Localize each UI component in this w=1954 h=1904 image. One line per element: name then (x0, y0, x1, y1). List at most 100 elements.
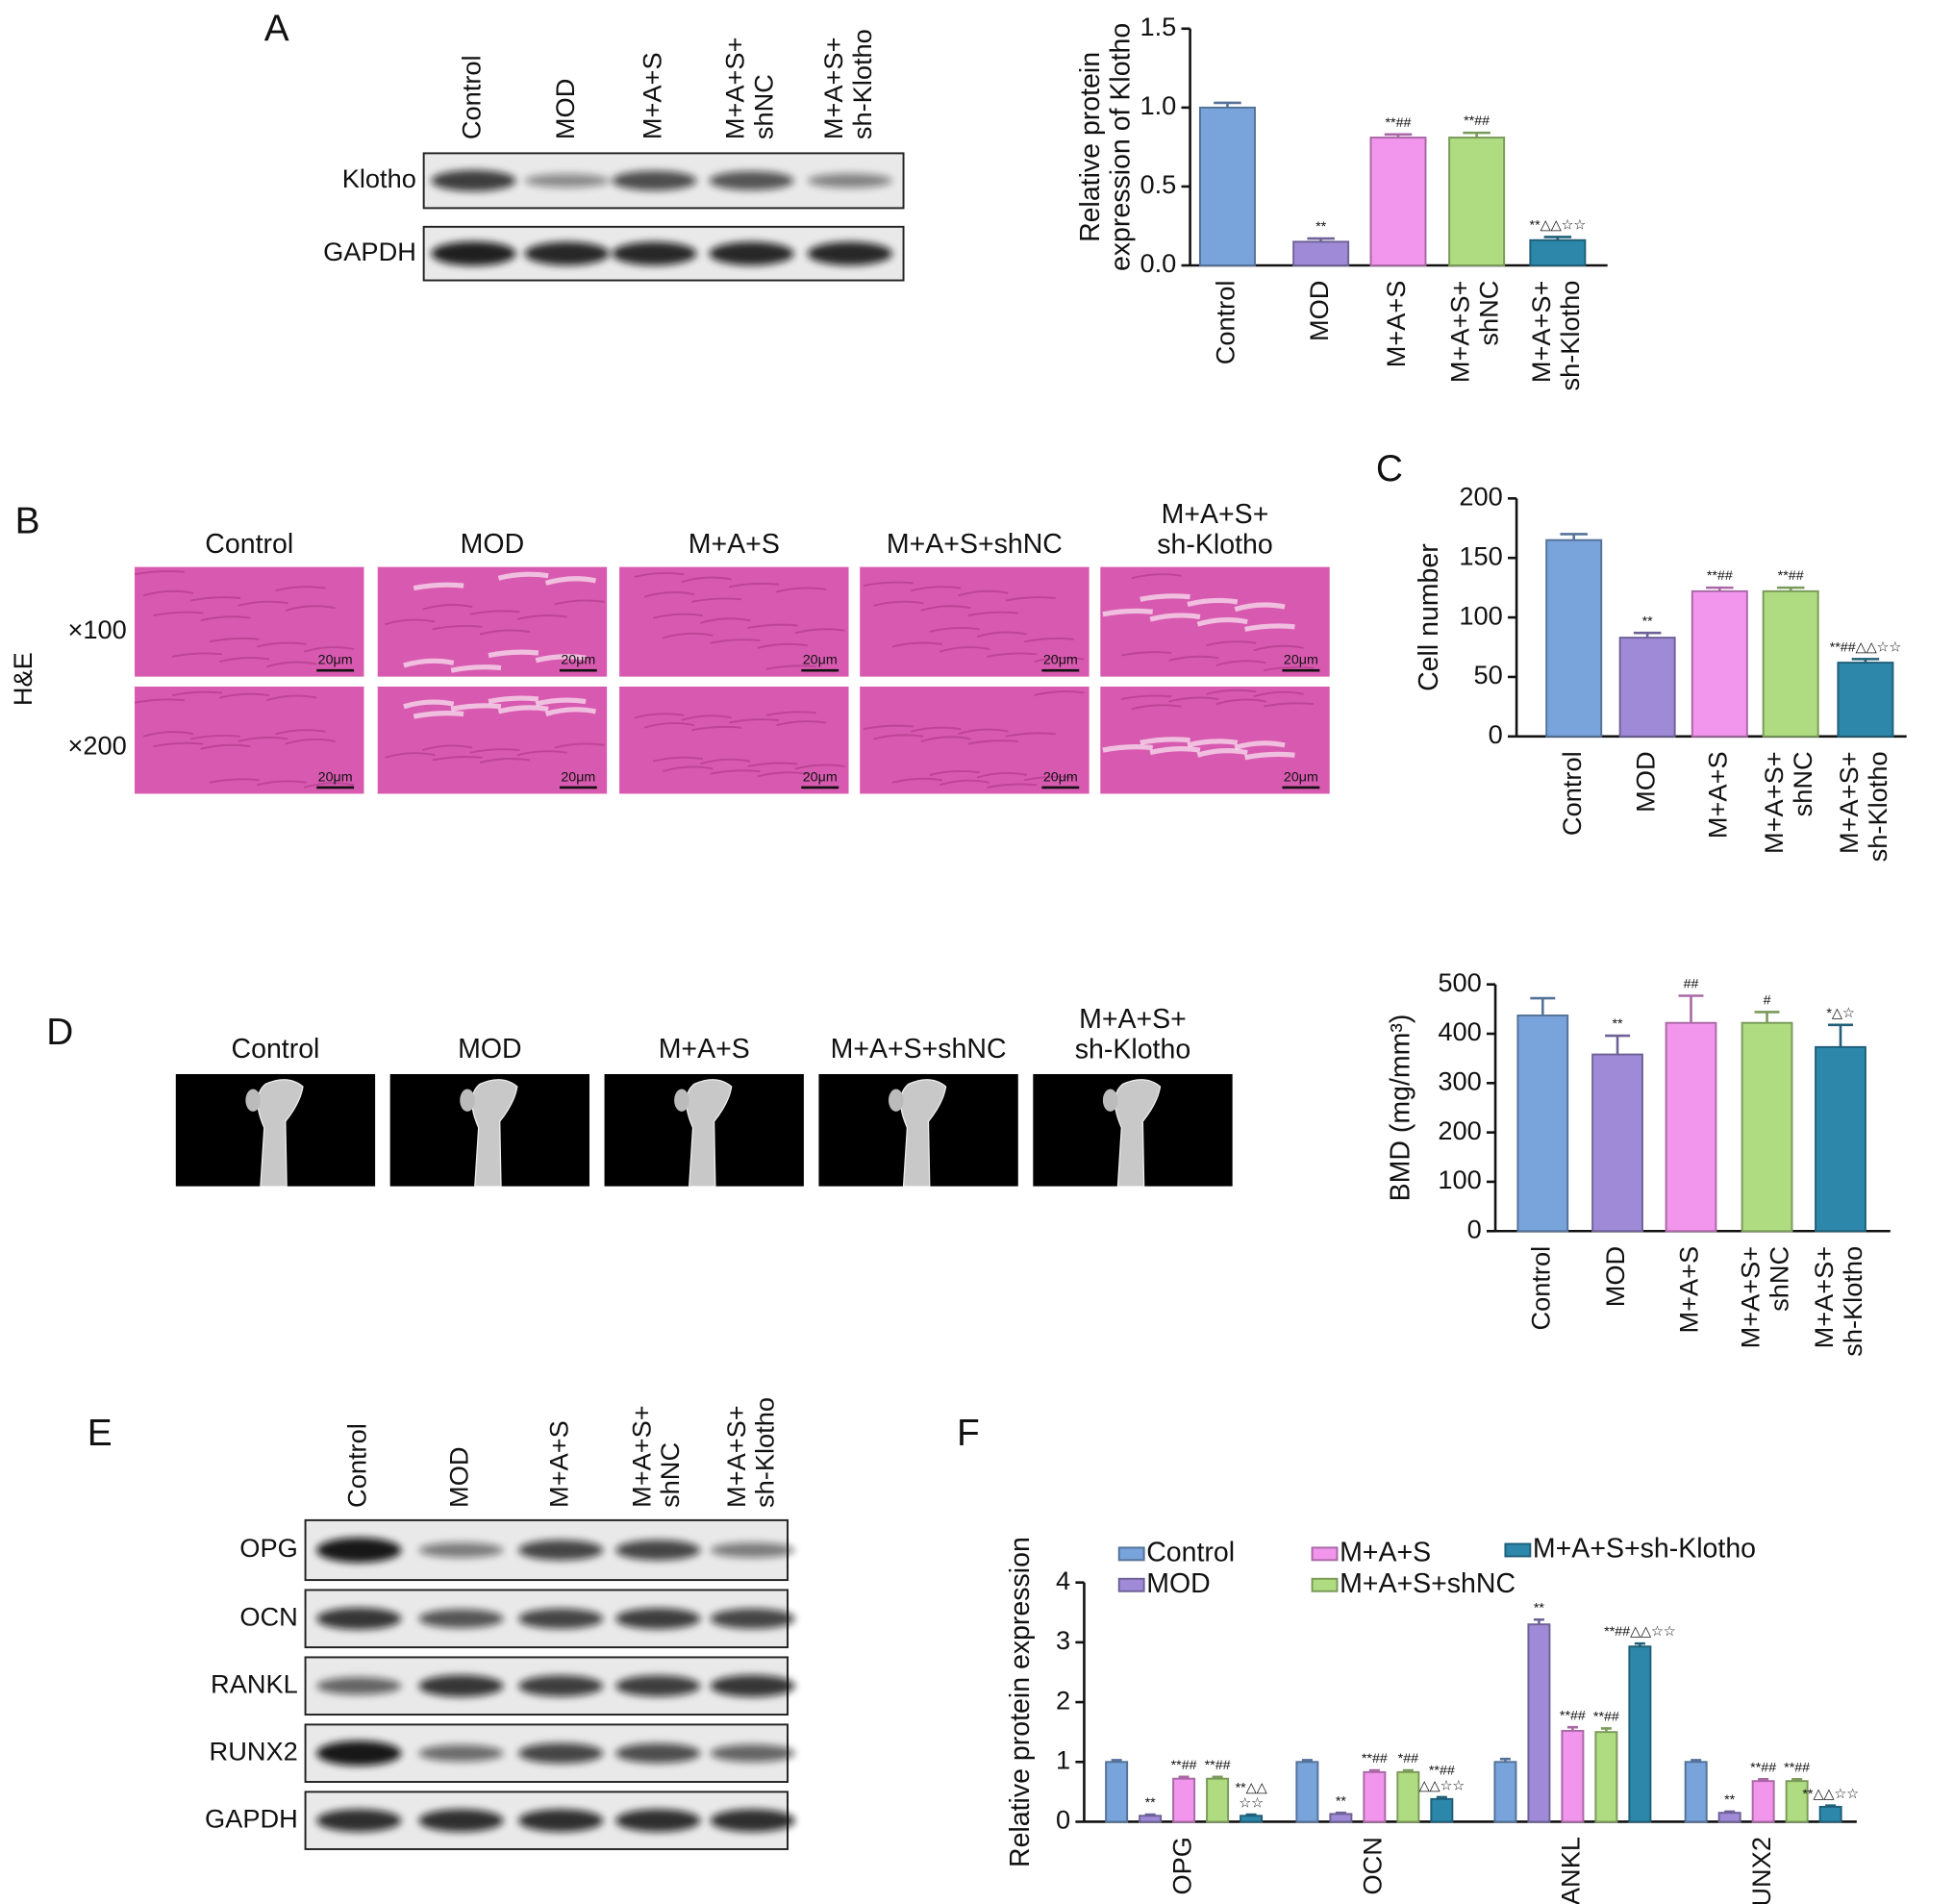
error-bar (1463, 131, 1491, 138)
he-texture (1121, 651, 1172, 657)
legend-swatch (1117, 1577, 1145, 1592)
scale-bar-label: 20μm (1284, 653, 1318, 668)
blot-band (316, 1607, 402, 1630)
scale-bar-label: 20μm (561, 769, 595, 785)
y-tick-label: 50 (1474, 660, 1503, 689)
scale-bar-label: 20μm (561, 653, 595, 668)
image-column-label: M+A+S+shNC (887, 529, 1063, 560)
bar (1594, 1731, 1618, 1823)
blot-band (418, 1609, 504, 1629)
he-texture (266, 694, 317, 702)
blot-row-label: GAPDH (323, 237, 416, 266)
significance-label: **## (1464, 113, 1490, 129)
he-texture (1244, 751, 1295, 761)
error-bar (1144, 1813, 1156, 1816)
bar (1105, 1761, 1129, 1823)
blot-band (418, 1674, 504, 1697)
significance-label: ** (1642, 614, 1654, 629)
he-texture (1196, 616, 1248, 627)
y-tick-label: 200 (1459, 482, 1502, 512)
he-texture (516, 750, 567, 757)
he-texture (190, 596, 241, 602)
bar (1206, 1777, 1230, 1823)
error-bar (1706, 586, 1734, 591)
error-bar (1724, 1810, 1736, 1814)
he-texture (238, 600, 288, 607)
bone-head (888, 1089, 904, 1112)
significance-label: ** (1534, 1600, 1545, 1616)
bar (1717, 1812, 1741, 1823)
image-column-label: M+A+S+shNC (831, 1034, 1007, 1065)
bar (1741, 1021, 1793, 1233)
he-texture (643, 591, 695, 598)
x-tick-label: Control (1211, 281, 1240, 365)
he-texture (544, 576, 596, 586)
bar (1691, 589, 1748, 738)
he-texture (209, 637, 260, 643)
he-texture (1131, 704, 1182, 711)
blot-band (518, 1608, 604, 1629)
he-texture (479, 629, 530, 636)
x-tick-label: M+A+S+sh-Klotho (1809, 1246, 1867, 1357)
error-bar (1307, 237, 1335, 242)
lane-label: M+A+S+shNC (626, 1405, 685, 1508)
y-tick-label: 3 (1056, 1625, 1070, 1655)
x-tick-label: MOD (1304, 281, 1334, 341)
he-texture (544, 707, 596, 716)
he-texture (634, 713, 685, 719)
y-tick-label: 150 (1459, 540, 1502, 570)
blot-row-label: OCN (239, 1601, 297, 1631)
y-tick-label: 4 (1056, 1566, 1070, 1595)
blot-band (316, 1538, 402, 1563)
bar (1493, 1761, 1517, 1823)
blot-band (807, 241, 892, 265)
he-texture (497, 705, 549, 714)
he-texture (987, 652, 1038, 658)
x-tick-label: M+A+S+shNC (1445, 281, 1504, 384)
he-texture (1149, 746, 1201, 756)
x-tick-label: M+A+S (1674, 1246, 1704, 1334)
blot-band (615, 1540, 701, 1561)
he-texture (218, 692, 270, 699)
bar (1751, 1780, 1775, 1823)
he-image (619, 686, 849, 794)
he-texture (413, 582, 464, 591)
he-texture (1206, 640, 1257, 647)
image-column-label: Control (205, 529, 293, 560)
blot-band (518, 1675, 604, 1697)
significance-label: # (1764, 993, 1771, 1009)
error-bar (1111, 1759, 1122, 1763)
bone-head (674, 1089, 689, 1112)
he-texture (142, 589, 194, 597)
image-column-label: MOD (461, 529, 525, 560)
x-tick-label: M+A+S+shNC (1759, 751, 1817, 854)
blot-band (710, 1744, 795, 1763)
error-bar (1560, 533, 1588, 540)
x-tick-label: Control (1525, 1246, 1555, 1331)
y-tick-label: 1 (1056, 1744, 1070, 1774)
blot-row-label: RANKL (211, 1668, 298, 1698)
he-texture (218, 657, 270, 664)
error-bar (1499, 1757, 1511, 1763)
y-axis-label: Relative protein expression (1005, 1537, 1036, 1867)
blot-band (612, 170, 697, 191)
error-bar (1214, 101, 1241, 108)
error-bar (1634, 1641, 1645, 1647)
blot-band (615, 1675, 701, 1697)
blot-band (710, 1608, 795, 1629)
he-texture (891, 777, 942, 784)
x-tick-label: OCN (1358, 1837, 1388, 1894)
x-tick-label: RANKL (1556, 1837, 1586, 1904)
blot-band (431, 241, 516, 266)
legend-swatch (1311, 1577, 1339, 1592)
image-column-label: M+A+S+ sh-Klotho (1157, 499, 1272, 560)
he-texture (873, 600, 924, 607)
he-texture (516, 614, 567, 620)
error-bar (1600, 1727, 1612, 1733)
blot-band (710, 1542, 795, 1558)
he-texture (920, 736, 971, 742)
he-texture (976, 631, 1028, 639)
panel-label: D (46, 1012, 73, 1053)
bar (1292, 240, 1350, 266)
he-texture (728, 582, 780, 589)
